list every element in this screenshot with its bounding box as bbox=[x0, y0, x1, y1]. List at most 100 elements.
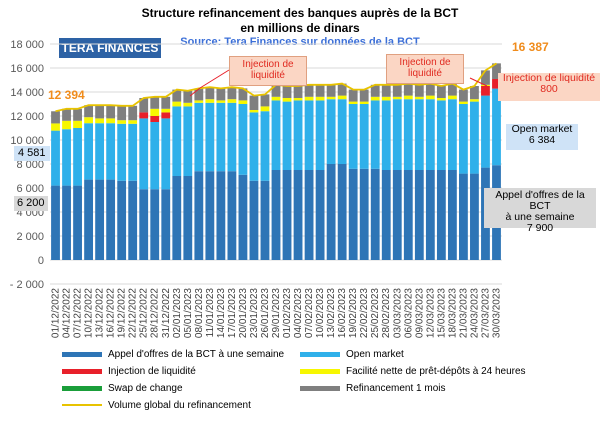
legend-label-open-market: Open market bbox=[346, 349, 404, 360]
bar-segment bbox=[84, 179, 93, 260]
bar-segment bbox=[205, 99, 215, 103]
legend-label-injection: Injection de liquidité bbox=[108, 366, 196, 377]
legend-facilite: Facilité nette de prêt-dépôts à 24 heure… bbox=[300, 366, 526, 377]
bar-segment bbox=[459, 104, 468, 174]
y-tick-label: 6 000 bbox=[16, 183, 44, 195]
legend-swatch-injection bbox=[62, 368, 102, 374]
bar-segment bbox=[315, 96, 325, 101]
x-tick-label: 04/12/2022 bbox=[62, 288, 73, 338]
bar-segment bbox=[436, 100, 446, 170]
bar-segment bbox=[51, 185, 60, 260]
bar-segment bbox=[216, 88, 226, 101]
bar-segment bbox=[106, 105, 116, 119]
bar-segment bbox=[414, 84, 424, 97]
bar-segment bbox=[161, 96, 171, 109]
bar-segment bbox=[260, 106, 270, 112]
bar-segment bbox=[95, 105, 105, 119]
bar-segment bbox=[194, 100, 204, 103]
bar-segment bbox=[304, 170, 314, 260]
y-tick-label: 16 000 bbox=[10, 63, 44, 75]
x-tick-label: 17/01/2023 bbox=[227, 288, 238, 338]
x-tick-label: 13/02/2023 bbox=[326, 288, 337, 338]
y-tick-label: - 2 000 bbox=[10, 279, 44, 291]
bar-segment bbox=[216, 102, 226, 172]
bar-segment bbox=[447, 95, 457, 100]
bar-segment bbox=[249, 180, 259, 260]
bar-segment bbox=[117, 180, 127, 260]
bar-segment bbox=[161, 189, 171, 260]
x-tick-label: 12/03/2023 bbox=[425, 288, 436, 338]
x-tick-label: 11/01/2023 bbox=[205, 288, 216, 338]
bar-segment bbox=[282, 170, 292, 260]
bar-segment bbox=[139, 112, 149, 119]
bar-segment bbox=[73, 128, 82, 186]
x-tick-label: 05/01/2023 bbox=[183, 288, 194, 338]
open-market-value: 6 384 bbox=[528, 134, 556, 146]
bar-segment bbox=[62, 185, 71, 260]
bar-segment bbox=[183, 176, 193, 260]
open-market-box: Open market 6 384 bbox=[506, 124, 578, 150]
legend-refinancement: Refinancement 1 mois bbox=[300, 383, 446, 394]
x-tick-label: 14/01/2023 bbox=[216, 288, 227, 338]
bar-segment bbox=[238, 174, 248, 260]
source-note: Source: Tera Finances sur données de la … bbox=[180, 36, 420, 48]
x-tick-label: 07/12/2022 bbox=[73, 288, 84, 338]
legend-swatch-open-market bbox=[300, 351, 340, 357]
x-tick-label: 13/12/2022 bbox=[95, 288, 106, 338]
x-tick-label: 18/03/2023 bbox=[447, 288, 458, 338]
x-tick-label: 30/03/2023 bbox=[491, 288, 502, 338]
legend-swatch-appel bbox=[62, 351, 102, 357]
bar-segment bbox=[492, 63, 501, 79]
bar-segment bbox=[117, 120, 127, 124]
x-tick-label: 06/03/2023 bbox=[403, 288, 414, 338]
x-tick-label: 09/03/2023 bbox=[414, 288, 425, 338]
bar-segment bbox=[128, 123, 138, 181]
bar-segment bbox=[337, 164, 347, 260]
bar-segment bbox=[326, 164, 336, 260]
bar-segment bbox=[128, 120, 138, 124]
legend-label-swap: Swap de change bbox=[108, 383, 183, 394]
bar-segment bbox=[227, 99, 237, 103]
bar-segment bbox=[392, 170, 402, 260]
chart-title: Structure refinancement des banques aupr… bbox=[141, 6, 459, 20]
bar-segment bbox=[425, 83, 435, 96]
bar-segment bbox=[304, 96, 314, 101]
bar-segment bbox=[293, 100, 303, 170]
x-tick-label: 19/02/2023 bbox=[348, 288, 359, 338]
bar-segment bbox=[73, 185, 82, 260]
bar-segment bbox=[348, 104, 358, 169]
injection-pointer-2 bbox=[469, 77, 488, 87]
bar-segment bbox=[150, 189, 160, 260]
bar-segment bbox=[436, 86, 446, 98]
x-tick-label: 03/03/2023 bbox=[392, 288, 403, 338]
bar-segment bbox=[282, 101, 292, 170]
last-total-label: 16 387 bbox=[512, 40, 549, 54]
bar-segment bbox=[161, 108, 171, 113]
bar-segment bbox=[447, 83, 457, 96]
bar-segment bbox=[117, 123, 127, 181]
bar-segment bbox=[359, 101, 369, 104]
bar-segment bbox=[337, 99, 347, 164]
bar-segment bbox=[293, 170, 303, 260]
y-tick-label: 0 bbox=[38, 255, 44, 267]
legend-swatch-facilite bbox=[300, 368, 340, 374]
bar-segment bbox=[326, 96, 336, 100]
x-tick-label: 02/01/2023 bbox=[172, 288, 183, 338]
x-tick-label: 23/01/2023 bbox=[249, 288, 260, 338]
y-tick-label: 8 000 bbox=[16, 159, 44, 171]
x-tick-label: 10/12/2022 bbox=[84, 288, 95, 338]
x-tick-label: 25/12/2022 bbox=[139, 288, 150, 338]
bar-segment bbox=[150, 116, 160, 122]
x-tick-label: 08/01/2023 bbox=[194, 288, 205, 338]
appel-value: 7 900 bbox=[526, 222, 554, 234]
bar-segment bbox=[238, 88, 248, 101]
bar-segment bbox=[436, 170, 446, 260]
bar-segment bbox=[348, 89, 358, 102]
bar-segment bbox=[348, 101, 358, 104]
bar-segment bbox=[359, 168, 369, 260]
bar-segment bbox=[414, 170, 424, 260]
bar-segment bbox=[227, 171, 237, 260]
bar-segment bbox=[172, 89, 182, 102]
